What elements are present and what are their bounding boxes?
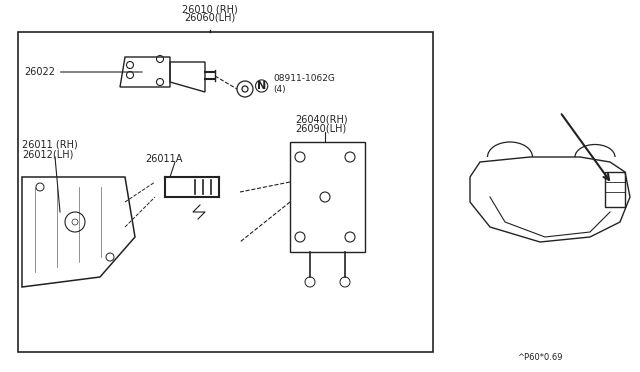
Text: 26022: 26022 [24, 67, 142, 77]
Text: 26011A: 26011A [145, 154, 182, 164]
Text: N: N [257, 81, 266, 91]
Bar [290, 142, 365, 252]
Text: ^P60*0.69: ^P60*0.69 [517, 353, 563, 362]
Text: 26060(LH): 26060(LH) [184, 12, 236, 22]
Bar [605, 172, 625, 207]
Text: 08911-1062G
(4): 08911-1062G (4) [273, 74, 335, 94]
Text: 26090(LH): 26090(LH) [295, 123, 346, 133]
Text: 26010 (RH): 26010 (RH) [182, 4, 238, 14]
Text: 26040(RH): 26040(RH) [295, 114, 348, 124]
Text: 26012(LH): 26012(LH) [22, 149, 74, 159]
Bar [18, 32, 433, 352]
Text: 26011 (RH): 26011 (RH) [22, 139, 77, 149]
